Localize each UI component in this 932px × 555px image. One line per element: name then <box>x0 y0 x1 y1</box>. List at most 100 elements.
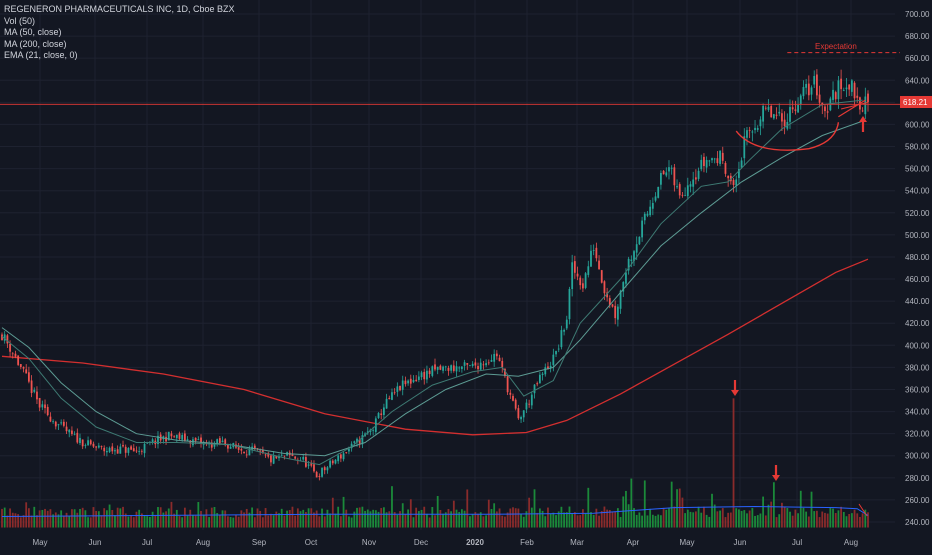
candle-body <box>415 379 418 381</box>
candle-body <box>167 431 170 441</box>
volume-bar <box>44 508 46 528</box>
volume-bar <box>807 516 810 528</box>
volume-bar <box>848 513 851 528</box>
volume-bar <box>345 509 348 528</box>
volume-bar <box>557 511 560 528</box>
candle-body <box>506 376 509 393</box>
volume-bar <box>401 503 404 528</box>
volume-bar <box>307 508 310 528</box>
candle-body <box>493 353 496 362</box>
volume-bar <box>555 515 557 528</box>
candle-body <box>724 162 727 174</box>
volume-bar <box>248 512 251 528</box>
candle-body <box>54 421 57 427</box>
volume-bar <box>305 512 307 528</box>
volume-bar <box>404 514 407 528</box>
x-tick-label: Nov <box>362 538 376 547</box>
candle-body <box>530 394 533 406</box>
candle-body <box>686 185 689 197</box>
volume-bar <box>514 508 517 528</box>
volume-bar <box>549 513 552 528</box>
candle-body <box>81 439 84 447</box>
candle-body <box>848 84 851 90</box>
legend-ema21[interactable]: EMA (21, close, 0) <box>4 50 78 60</box>
candle-body <box>517 408 520 419</box>
candle-body <box>794 109 797 111</box>
candle-body <box>97 445 100 448</box>
volume-bar <box>719 510 721 528</box>
candle-body <box>850 80 853 92</box>
candle-body <box>146 442 149 444</box>
volume-bar <box>420 509 423 528</box>
volume-bar <box>251 507 254 528</box>
candle-body <box>799 95 802 105</box>
candle-body <box>358 439 361 444</box>
candle-body <box>65 426 68 432</box>
candle-body <box>361 435 364 445</box>
volume-bar <box>358 507 361 528</box>
candle-body <box>743 136 746 159</box>
volume-bar <box>469 516 471 528</box>
volume-bar <box>143 515 146 528</box>
volume-bar <box>30 515 33 528</box>
legend-ma200[interactable]: MA (200, close) <box>4 38 67 49</box>
volume-bar <box>38 510 41 528</box>
candle-body <box>837 80 840 100</box>
candle-body <box>356 438 358 443</box>
ma50-path <box>1 120 863 457</box>
legend-title[interactable]: REGENERON PHARMACEUTICALS INC, 1D, Cboe … <box>4 4 235 14</box>
volume-bar <box>157 507 159 528</box>
legend-vol[interactable]: Vol (50) <box>4 15 36 26</box>
volume-bar <box>665 509 668 528</box>
volume-bar <box>829 507 832 528</box>
volume-bar <box>25 502 28 528</box>
volume-bar <box>423 506 426 528</box>
volume-bar <box>377 511 380 528</box>
legend-ma50[interactable]: MA (50, close) <box>4 27 62 37</box>
x-tick-label: Dec <box>414 538 428 547</box>
candle-body <box>6 335 9 344</box>
candle-body <box>762 105 765 122</box>
volume-bar <box>625 490 627 528</box>
candle-body <box>170 433 173 437</box>
x-tick-label: Aug <box>196 538 210 547</box>
volume-bar <box>114 515 116 528</box>
price-tag-group: 618.21 <box>900 96 932 108</box>
candle-body <box>563 329 565 332</box>
volume-bar <box>192 514 194 528</box>
candle-body <box>248 448 251 456</box>
volume-bar <box>149 516 151 528</box>
candle-body <box>807 83 810 96</box>
candle-body <box>568 289 571 320</box>
candle-body <box>315 471 318 478</box>
volume-bar <box>826 513 829 528</box>
volume-bar <box>132 517 135 528</box>
volume-bar <box>49 509 52 528</box>
volume-bar <box>116 507 119 528</box>
volume-bar <box>364 510 366 528</box>
volume-bar <box>89 517 92 528</box>
volume-bar <box>552 512 555 528</box>
volume-bar <box>60 510 63 528</box>
candle-body <box>748 130 751 131</box>
candle-body <box>759 119 762 127</box>
volume-bar <box>79 508 81 528</box>
candle-body <box>407 380 410 384</box>
volume-bar <box>560 506 563 528</box>
candle-body <box>291 454 294 457</box>
candle-body <box>590 250 592 267</box>
volume-bar <box>517 508 520 528</box>
candle-body <box>560 330 563 348</box>
volume-bar <box>270 513 272 528</box>
volume-bar <box>337 506 340 528</box>
volume-bar <box>380 508 383 528</box>
candle-body <box>243 451 245 454</box>
volume-bar <box>73 509 76 528</box>
volume-bar <box>450 511 453 528</box>
x-tick-label: Jun <box>734 538 747 547</box>
volume-bar <box>850 513 853 528</box>
volume-bar <box>442 513 444 528</box>
candle-body <box>132 448 135 452</box>
